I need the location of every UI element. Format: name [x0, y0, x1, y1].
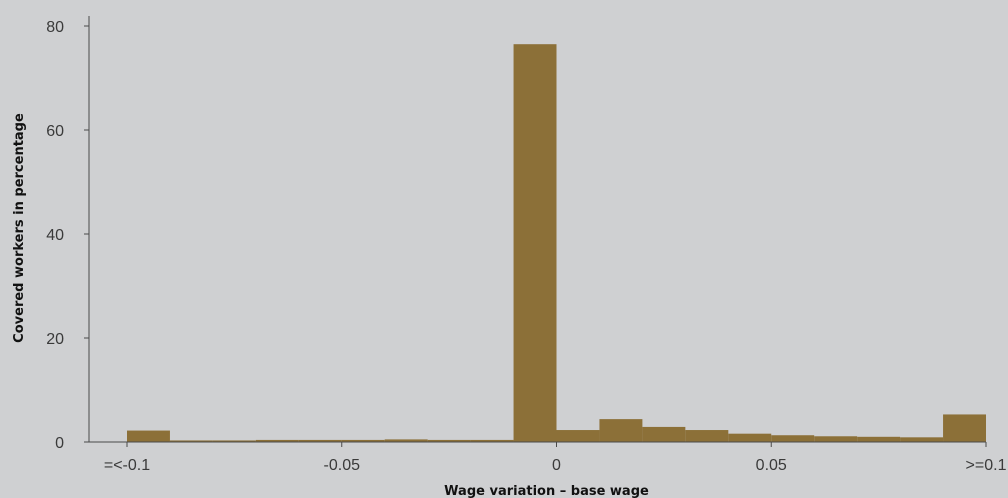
bars-group — [127, 44, 986, 442]
histogram-bar — [728, 433, 772, 442]
x-tick-label: -0.05 — [324, 457, 361, 474]
histogram-bar — [169, 440, 213, 442]
histogram-bar — [556, 430, 600, 442]
histogram-bar — [384, 439, 428, 442]
histogram-bar — [642, 426, 686, 442]
histogram-bar — [771, 435, 815, 442]
y-tick-label: 20 — [46, 331, 64, 348]
y-axis-ticks: 0 20 40 60 80 — [46, 19, 89, 452]
x-axis-ticks: =<-0.1 -0.05 0 0.05 >=0.1 — [104, 442, 1007, 474]
y-tick-label: 40 — [46, 227, 64, 244]
x-axis-title: Wage variation – base wage — [444, 484, 649, 498]
histogram-bar — [599, 419, 643, 442]
histogram-bar — [470, 439, 514, 442]
histogram-bar — [685, 430, 729, 442]
x-tick-label: >=0.1 — [966, 457, 1007, 474]
x-tick-label: =<-0.1 — [104, 457, 150, 474]
y-tick-label: 0 — [55, 435, 64, 452]
histogram-bar — [212, 440, 256, 442]
histogram-bar — [298, 439, 342, 442]
histogram-bar — [513, 44, 557, 442]
histogram-bar — [857, 436, 901, 442]
y-tick-label: 60 — [46, 123, 64, 140]
histogram-bar — [341, 439, 385, 442]
x-tick-label: 0 — [552, 457, 561, 474]
x-tick-label: 0.05 — [756, 457, 787, 474]
y-axis-title: Covered workers in percentage — [12, 113, 27, 343]
y-tick-label: 80 — [46, 19, 64, 36]
histogram-bar — [427, 439, 471, 442]
histogram-bar — [127, 430, 170, 442]
histogram-bar — [900, 437, 944, 442]
histogram-bar — [943, 414, 986, 442]
histogram-bar — [814, 436, 858, 442]
histogram-bar — [255, 439, 299, 442]
